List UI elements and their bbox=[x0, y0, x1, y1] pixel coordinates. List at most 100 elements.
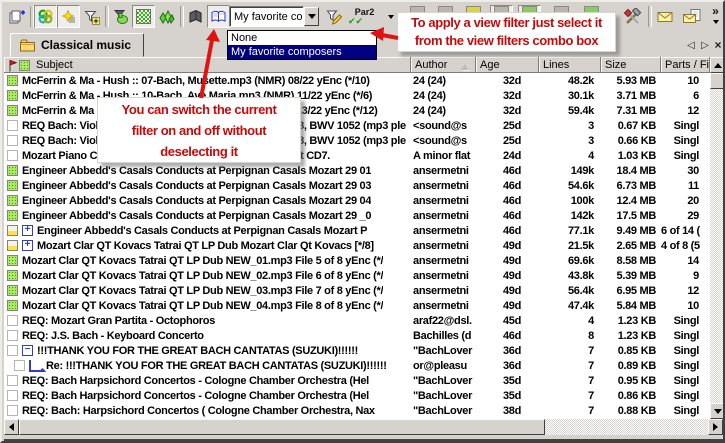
table-row[interactable]: REQ: Bach Harpsichord Concertos - Cologn… bbox=[4, 388, 710, 403]
status-indicator-icon[interactable] bbox=[7, 75, 18, 86]
status-indicator-icon[interactable] bbox=[7, 210, 18, 221]
par2-button[interactable]: Par2 ✔✔ bbox=[346, 5, 383, 28]
crystals-button[interactable] bbox=[155, 5, 178, 28]
tools-icon bbox=[623, 8, 641, 24]
cell-size: 17.5 MB bbox=[616, 209, 657, 222]
table-row[interactable]: − !!!THANK YOU FOR THE GREAT BACH CANTATA… bbox=[4, 343, 710, 358]
cell-parts: Singl bbox=[673, 134, 700, 147]
new-item-button[interactable] bbox=[5, 5, 28, 28]
scroll-up-button[interactable] bbox=[710, 57, 723, 73]
horizontal-scrollbar-thumb[interactable] bbox=[19, 419, 545, 435]
callout-line: filter on and off without bbox=[131, 122, 267, 138]
dropdown-option-favorite-composers[interactable]: My favorite composers bbox=[228, 45, 376, 59]
close-tab-button[interactable]: × bbox=[711, 38, 723, 52]
horizontal-scrollbar-track[interactable] bbox=[545, 419, 708, 435]
expand-icon[interactable]: + bbox=[22, 240, 33, 251]
scroll-down-icon bbox=[713, 408, 722, 418]
table-row[interactable]: Mozart Clar QT Kovacs Tatrai QT LP Dub N… bbox=[4, 253, 710, 268]
column-header-parts[interactable]: Parts / Fi bbox=[661, 57, 710, 73]
mail-document-button[interactable] bbox=[678, 5, 705, 28]
table-row[interactable]: Mozart Clar QT Kovacs Tatrai QT LP Dub N… bbox=[4, 298, 710, 313]
marked-messages-button[interactable] bbox=[57, 5, 80, 28]
watched-threads-button[interactable] bbox=[34, 5, 57, 28]
column-label: Subject bbox=[36, 59, 73, 71]
table-row[interactable]: REQ: Mozart Gran Partita - Octophoros ara… bbox=[4, 313, 710, 328]
tools-button[interactable] bbox=[619, 5, 645, 28]
par2-dropdown-button[interactable] bbox=[384, 5, 397, 28]
pattern-filter-button[interactable] bbox=[132, 5, 155, 28]
edit-filter-button[interactable] bbox=[322, 5, 345, 28]
table-row[interactable]: REQ: Bach Harpsichord Concertos - Cologn… bbox=[4, 373, 710, 388]
status-indicator-icon[interactable] bbox=[7, 330, 18, 341]
status-indicator-icon[interactable] bbox=[7, 270, 18, 281]
table-row[interactable]: Engineer Abbedd's Casals Conducts at Per… bbox=[4, 208, 710, 223]
status-indicator-icon[interactable] bbox=[7, 135, 18, 146]
status-indicator-icon[interactable] bbox=[7, 315, 18, 326]
cell-size: 0.86 KB bbox=[617, 389, 657, 402]
status-indicator-icon[interactable] bbox=[7, 240, 18, 251]
view-filter-toggle-button[interactable] bbox=[207, 5, 230, 28]
status-indicator-icon[interactable] bbox=[7, 285, 18, 296]
table-row[interactable]: REQ: Bach: Harpsichord Concertos ( Colog… bbox=[4, 403, 710, 418]
table-row[interactable]: + Engineer Abbedd's Casals Conducts at Pe… bbox=[4, 223, 710, 238]
vertical-scrollbar-track[interactable] bbox=[710, 89, 723, 403]
double-check-icon: ✔✔ bbox=[348, 15, 364, 26]
table-row[interactable]: McFerrin & Ma - Hush :: 07-Bach, Musette… bbox=[4, 73, 710, 88]
view-filter-combo-input[interactable]: My favorite comp bbox=[229, 6, 304, 27]
scroll-down-button[interactable] bbox=[710, 403, 723, 419]
table-row[interactable]: Mozart Clar QT Kovacs Tatrai QT LP Dub N… bbox=[4, 268, 710, 283]
view-filter-combo-dropdown-button[interactable] bbox=[304, 7, 319, 26]
column-header-author[interactable]: Author bbox=[411, 57, 476, 73]
table-row[interactable]: Engineer Abbedd's Casals Conducts at Per… bbox=[4, 193, 710, 208]
status-indicator-icon[interactable] bbox=[7, 300, 18, 311]
cell-lines: 43.8k bbox=[567, 269, 594, 282]
column-header-lines[interactable]: Lines bbox=[539, 57, 601, 73]
status-indicator-icon[interactable] bbox=[7, 90, 18, 101]
cell-lines: 7 bbox=[588, 389, 594, 402]
next-tab-button[interactable]: ▷ bbox=[698, 38, 712, 52]
add-filter-button[interactable] bbox=[80, 5, 103, 28]
status-indicator-icon[interactable] bbox=[7, 345, 18, 356]
status-indicator-icon[interactable] bbox=[7, 225, 18, 236]
status-indicator-icon[interactable] bbox=[14, 360, 25, 371]
scroll-left-button[interactable] bbox=[4, 419, 19, 435]
cell-size: 2.65 MB bbox=[616, 239, 657, 252]
dropdown-option-none[interactable]: None bbox=[231, 32, 258, 44]
status-indicator-icon[interactable] bbox=[7, 165, 18, 176]
status-indicator-icon[interactable] bbox=[7, 390, 18, 401]
status-indicator-icon[interactable] bbox=[7, 405, 18, 416]
table-row[interactable]: Re: !!!THANK YOU FOR THE GREAT BACH CANT… bbox=[4, 358, 710, 373]
status-indicator-icon[interactable] bbox=[7, 150, 18, 161]
scroll-right-button[interactable] bbox=[708, 419, 723, 435]
vertical-scrollbar-thumb[interactable] bbox=[710, 73, 723, 89]
table-row[interactable]: REQ: J.S. Bach - Keyboard Concerto Bachil… bbox=[4, 328, 710, 343]
tab-classical-music[interactable]: Classical music bbox=[10, 33, 145, 57]
cell-parts: 12 bbox=[687, 104, 699, 117]
subject-text: Re: !!!THANK YOU FOR THE GREAT BACH CANT… bbox=[46, 359, 387, 372]
mail-button[interactable] bbox=[652, 5, 677, 28]
chevron-down-icon bbox=[307, 14, 316, 23]
table-row[interactable]: Mozart Clar QT Kovacs Tatrai QT LP Dub N… bbox=[4, 283, 710, 298]
status-indicator-icon[interactable] bbox=[7, 120, 18, 131]
cell-size: 0.66 KB bbox=[617, 134, 657, 147]
expand-icon[interactable]: + bbox=[22, 225, 33, 236]
status-indicator-icon[interactable] bbox=[7, 105, 18, 116]
status-indicator-icon[interactable] bbox=[7, 375, 18, 386]
collapse-icon[interactable]: − bbox=[22, 345, 33, 356]
apply-filter-button[interactable] bbox=[109, 5, 132, 28]
prev-tab-button[interactable]: ◁ bbox=[684, 38, 698, 52]
cell-age: 38d bbox=[502, 404, 521, 417]
table-row[interactable]: Engineer Abbedd's Casals Conducts at Per… bbox=[4, 163, 710, 178]
table-row[interactable]: + Mozart Clar QT Kovacs Tatrai QT LP Dub … bbox=[4, 238, 710, 253]
status-indicator-icon[interactable] bbox=[7, 255, 18, 266]
closed-book-button[interactable] bbox=[184, 5, 207, 28]
status-indicator-icon[interactable] bbox=[7, 195, 18, 206]
cell-parts: 11 bbox=[687, 179, 699, 192]
status-indicator-icon[interactable] bbox=[7, 180, 18, 191]
toolbar-overflow-button[interactable]: » bbox=[707, 5, 723, 29]
cell-author: ansermetni bbox=[413, 179, 469, 192]
table-row[interactable]: Engineer Abbedd's Casals Conducts at Per… bbox=[4, 178, 710, 193]
column-header-age[interactable]: Age bbox=[476, 57, 539, 73]
cell-size: 5.84 MB bbox=[616, 299, 657, 312]
column-header-size[interactable]: Size bbox=[601, 57, 661, 73]
